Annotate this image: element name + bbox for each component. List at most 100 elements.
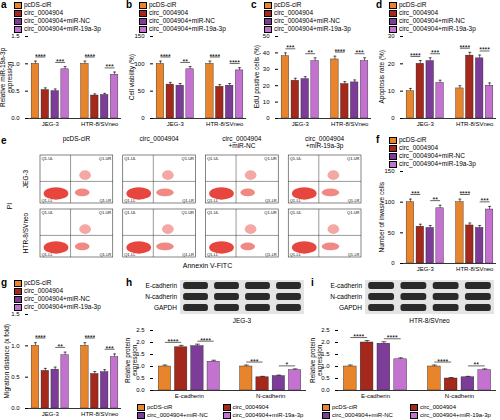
svg-text:**: ** (432, 196, 438, 203)
svg-text:***: *** (411, 190, 419, 197)
svg-text:Q1-UR: Q1-UR (347, 210, 360, 215)
svg-text:HTR-8/SVneo: HTR-8/SVneo (81, 121, 119, 127)
svg-text:1.5: 1.5 (136, 351, 145, 357)
svg-text:circ_0004904+miR-NC: circ_0004904+miR-NC (222, 135, 261, 149)
svg-text:JEG-3: JEG-3 (233, 317, 252, 324)
svg-text:Q1-LR: Q1-LR (348, 252, 360, 257)
svg-text:0: 0 (266, 115, 270, 121)
svg-text:*: * (286, 361, 289, 368)
svg-text:Q1-UR: Q1-UR (264, 156, 277, 161)
svg-text:150: 150 (134, 33, 145, 39)
svg-text:40: 40 (263, 50, 270, 56)
svg-text:GAPDH: GAPDH (154, 304, 177, 311)
svg-text:Q1-UL: Q1-UL (207, 156, 220, 161)
svg-text:E-cadherin: E-cadherin (175, 393, 204, 399)
svg-text:****: **** (35, 334, 46, 341)
svg-text:50: 50 (263, 33, 270, 39)
svg-text:****: **** (353, 333, 364, 340)
svg-text:Q1-LL: Q1-LL (207, 252, 219, 257)
svg-text:****: **** (437, 358, 448, 365)
svg-text:***: *** (250, 358, 258, 365)
svg-text:0: 0 (391, 260, 395, 266)
svg-text:Annexin V-FITC: Annexin V-FITC (183, 262, 232, 269)
svg-text:E-cadherin: E-cadherin (146, 282, 178, 289)
svg-text:Q1-UL: Q1-UL (207, 210, 220, 215)
svg-text:Q1-UR: Q1-UR (99, 156, 112, 161)
svg-text:Q1-LR: Q1-LR (265, 198, 277, 203)
svg-text:30: 30 (263, 66, 270, 72)
svg-text:Q1-UL: Q1-UL (290, 210, 303, 215)
svg-text:0.5: 0.5 (321, 375, 330, 381)
svg-text:JEG-3: JEG-3 (417, 121, 435, 127)
svg-text:***: *** (356, 49, 364, 56)
svg-text:****: **** (410, 52, 421, 59)
svg-text:circ_0004904: circ_0004904 (140, 135, 179, 143)
svg-text:0.0: 0.0 (136, 387, 145, 393)
svg-text:HTR-8/SVneo: HTR-8/SVneo (81, 411, 119, 417)
svg-text:N-cadherin: N-cadherin (330, 293, 362, 300)
svg-text:0: 0 (391, 115, 395, 121)
svg-text:1.0: 1.0 (136, 363, 145, 369)
svg-text:****: **** (479, 46, 490, 53)
svg-text:Q1-UL: Q1-UL (124, 156, 137, 161)
svg-text:Q1-LL: Q1-LL (290, 252, 302, 257)
svg-text:****: **** (35, 53, 46, 60)
svg-text:E-cadherin: E-cadherin (361, 393, 390, 399)
svg-text:100: 100 (384, 199, 395, 205)
svg-text:**: ** (57, 343, 63, 350)
svg-text:Q1-UR: Q1-UR (99, 210, 112, 215)
svg-text:****: **** (334, 48, 345, 55)
svg-text:HTR-8/SVneo: HTR-8/SVneo (331, 121, 369, 127)
svg-text:100: 100 (134, 61, 145, 67)
svg-text:Q1-LL: Q1-LL (124, 198, 136, 203)
svg-text:pcDS-ciR: pcDS-ciR (63, 135, 91, 143)
svg-text:Q1-UL: Q1-UL (42, 210, 55, 215)
svg-text:circ_0004904+miR-19a-3p: circ_0004904+miR-19a-3p (305, 135, 344, 150)
svg-text:Q1-LR: Q1-LR (182, 198, 194, 203)
svg-text:Q1-LR: Q1-LR (99, 252, 111, 257)
svg-text:JEG-3: JEG-3 (22, 169, 29, 188)
svg-text:****: **** (84, 53, 95, 60)
svg-text:***: *** (106, 345, 114, 352)
svg-text:***: *** (481, 197, 489, 204)
svg-text:20: 20 (388, 61, 395, 67)
svg-text:1.5: 1.5 (11, 33, 20, 39)
svg-text:Q1-UR: Q1-UR (182, 156, 195, 161)
svg-text:1.0: 1.0 (321, 363, 330, 369)
svg-text:***: *** (431, 49, 439, 56)
svg-text:JEG-3: JEG-3 (42, 411, 60, 417)
svg-text:30: 30 (388, 33, 395, 39)
svg-text:N-cadherin: N-cadherin (256, 393, 285, 399)
svg-text:Q1-UR: Q1-UR (182, 210, 195, 215)
svg-text:0.0: 0.0 (11, 115, 20, 121)
svg-text:1.5: 1.5 (321, 351, 330, 357)
svg-text:HTR-8/SVneo: HTR-8/SVneo (22, 212, 29, 253)
svg-text:JEG-3: JEG-3 (292, 121, 310, 127)
svg-text:****: **** (168, 338, 179, 345)
svg-text:0.0: 0.0 (11, 405, 20, 411)
svg-text:1.5: 1.5 (11, 311, 20, 317)
svg-text:HTR-8/SVneo: HTR-8/SVneo (456, 266, 494, 272)
svg-text:HTR-8/SVneo: HTR-8/SVneo (206, 121, 244, 127)
svg-text:Q1-LR: Q1-LR (348, 198, 360, 203)
svg-text:Q1-LL: Q1-LL (42, 198, 54, 203)
svg-text:PI: PI (6, 203, 13, 210)
svg-text:Q1-LR: Q1-LR (182, 252, 194, 257)
svg-text:***: *** (106, 63, 114, 70)
svg-text:****: **** (459, 44, 470, 51)
svg-text:***: *** (286, 44, 294, 51)
svg-text:Q1-LL: Q1-LL (207, 198, 219, 203)
svg-text:****: **** (459, 190, 470, 197)
svg-text:10: 10 (388, 88, 395, 94)
svg-text:Q1-UL: Q1-UL (124, 210, 137, 215)
svg-text:**: ** (182, 58, 188, 65)
svg-text:JEG-3: JEG-3 (42, 121, 60, 127)
svg-text:***: *** (56, 58, 64, 65)
svg-text:1.0: 1.0 (11, 343, 20, 349)
svg-text:20: 20 (263, 83, 270, 89)
svg-text:Q1-LL: Q1-LL (290, 198, 302, 203)
svg-text:1.0: 1.0 (11, 61, 20, 67)
svg-text:**: ** (307, 49, 313, 56)
svg-text:Q1-LR: Q1-LR (99, 198, 111, 203)
svg-text:Q1-UR: Q1-UR (347, 156, 360, 161)
